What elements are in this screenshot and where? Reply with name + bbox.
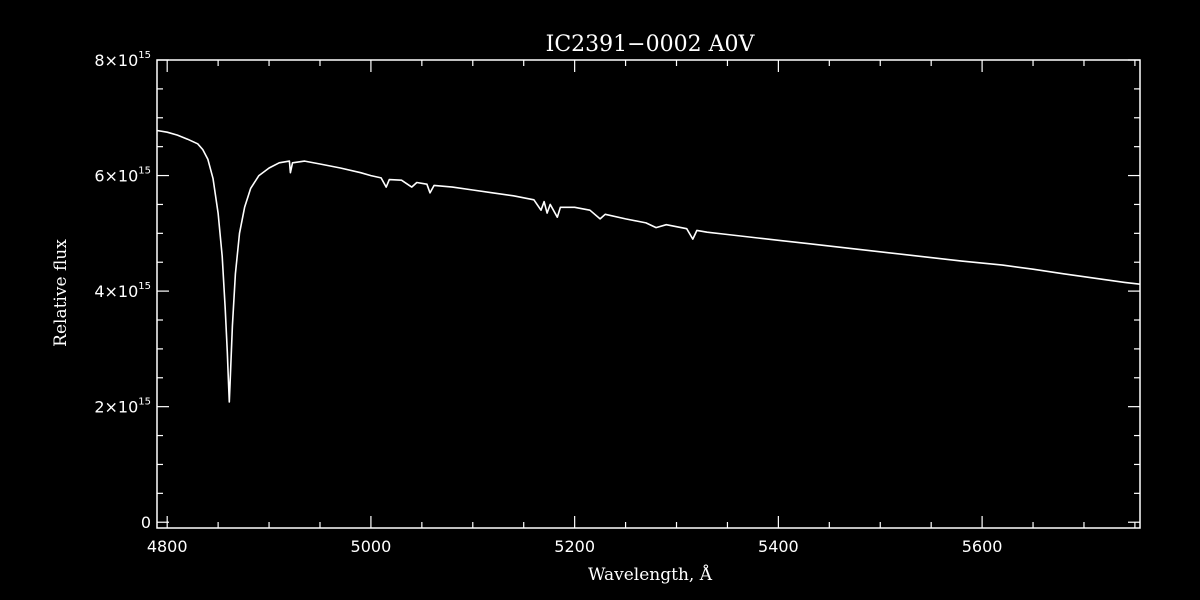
y-tick-label: 4×1015: [94, 281, 151, 301]
x-tick-label: 4800: [147, 537, 188, 556]
plot-frame: [156, 59, 1141, 529]
x-tick-label: 5000: [351, 537, 392, 556]
chart-title: IC2391−0002 A0V: [546, 32, 756, 57]
axis-ticks: 4800 5000 5200 5400 5600 0 2×1015 4×1015 6×1015 8…: [94, 50, 1140, 556]
x-axis-label: Wavelength, Å: [588, 564, 713, 585]
y-tick-label: 8×1015: [94, 50, 151, 70]
y-tick-label: 6×1015: [94, 166, 151, 186]
spectrum-series: [156, 129, 1141, 403]
x-tick-label: 5400: [758, 537, 799, 556]
y-axis-label: Relative flux: [51, 239, 71, 347]
x-tick-label: 5200: [554, 537, 595, 556]
spectrum-line: [156, 129, 1141, 403]
x-tick-label: 5600: [962, 537, 1003, 556]
y-tick-label: 0: [141, 513, 151, 532]
y-tick-label: 2×1015: [94, 397, 151, 417]
